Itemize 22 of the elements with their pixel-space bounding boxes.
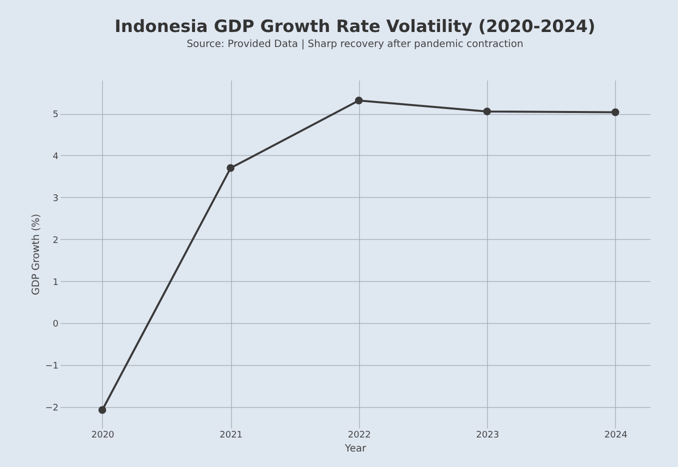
chart-subtitle: Source: Provided Data | Sharp recovery after pandemic contraction [186, 39, 524, 50]
x-tick-label: 2020 [91, 430, 115, 440]
y-axis-title: GDP Growth (%) [31, 214, 42, 296]
x-tick-label: 2021 [220, 430, 243, 440]
x-axis-title: Year [344, 444, 367, 454]
x-tick-label: 2023 [476, 430, 500, 440]
x-tick-label: 2022 [348, 430, 371, 440]
y-tick-label: 5 [52, 110, 58, 120]
point [226, 164, 234, 172]
y-tick-label: 2 [52, 236, 58, 246]
y-tick-label: −2 [45, 404, 58, 414]
y-tick-label: 1 [52, 278, 58, 288]
chart-title: Indonesia GDP Growth Rate Volatility (2020-2024) [114, 17, 596, 37]
point [483, 108, 491, 116]
y-tick-label: 4 [52, 152, 59, 162]
point [98, 406, 106, 414]
y-tick-label: −1 [45, 362, 58, 372]
y-tick-label: 3 [52, 194, 58, 204]
point [611, 108, 620, 116]
point [354, 96, 363, 104]
x-tick-label: 2024 [604, 430, 628, 440]
y-tick-label: 0 [52, 320, 59, 330]
